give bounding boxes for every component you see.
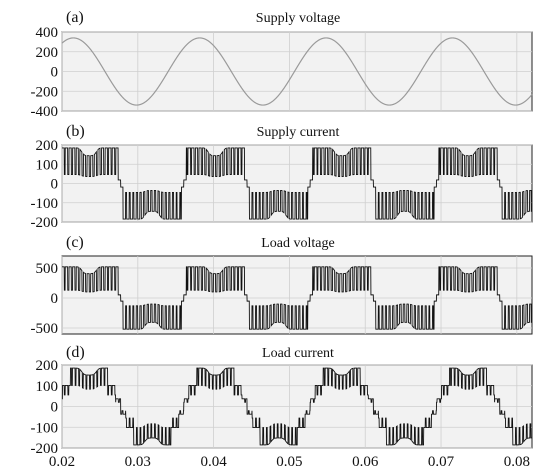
panel-label: (a) bbox=[66, 9, 84, 26]
y-tick-label: -400 bbox=[31, 104, 59, 120]
y-tick-label: 100 bbox=[36, 157, 59, 173]
panel-1: 400 200 0 -200 -400 (a) Supply voltage bbox=[31, 9, 533, 120]
y-tick-label: 500 bbox=[36, 261, 59, 277]
y-tick-label: 400 bbox=[36, 25, 59, 41]
x-tick-label: 0.08 bbox=[504, 454, 530, 470]
x-tick-label: 0.04 bbox=[200, 454, 227, 470]
x-tick-label: 0.03 bbox=[125, 454, 151, 470]
y-tick-label: -200 bbox=[31, 441, 59, 457]
x-tick-label: 0.06 bbox=[352, 454, 379, 470]
panel-label: (b) bbox=[66, 123, 85, 140]
y-tick-label: -200 bbox=[31, 215, 59, 231]
panel-label: (d) bbox=[66, 344, 85, 361]
panel-2: 200 100 0 -100 -200 (b) Supply current bbox=[31, 123, 533, 231]
series-line bbox=[61, 367, 532, 446]
y-tick-label: -100 bbox=[31, 420, 59, 436]
y-tick-label: 100 bbox=[36, 379, 59, 395]
panel-4: 200 100 0 -100 -200 (d) Load current 0.02 0.03 0.… bbox=[31, 344, 533, 470]
panel-label: (c) bbox=[66, 234, 84, 251]
y-tick-label: -200 bbox=[31, 84, 59, 100]
x-tick-label: 0.07 bbox=[428, 454, 455, 470]
y-tick-label: 0 bbox=[51, 291, 59, 307]
x-tick-label: 0.02 bbox=[49, 454, 75, 470]
y-tick-label: 0 bbox=[51, 177, 59, 193]
series-line bbox=[62, 266, 532, 330]
x-tick-label: 0.05 bbox=[276, 454, 302, 470]
y-tick-label: -500 bbox=[31, 321, 59, 337]
y-tick-label: 0 bbox=[51, 65, 59, 81]
panel-title: Load current bbox=[262, 346, 334, 361]
series-line bbox=[61, 37, 533, 106]
y-tick-label: 200 bbox=[36, 138, 59, 154]
panel-title: Load voltage bbox=[261, 236, 334, 251]
panel-title: Supply current bbox=[257, 125, 340, 140]
y-tick-label: 200 bbox=[36, 358, 59, 374]
panel-3: 500 0 -500 (c) Load voltage bbox=[31, 234, 533, 337]
y-tick-label: -100 bbox=[31, 196, 59, 212]
y-tick-label: 0 bbox=[51, 400, 59, 416]
y-tick-label: 200 bbox=[36, 45, 59, 61]
panel-title: Supply voltage bbox=[256, 11, 340, 26]
series-line bbox=[62, 147, 532, 220]
